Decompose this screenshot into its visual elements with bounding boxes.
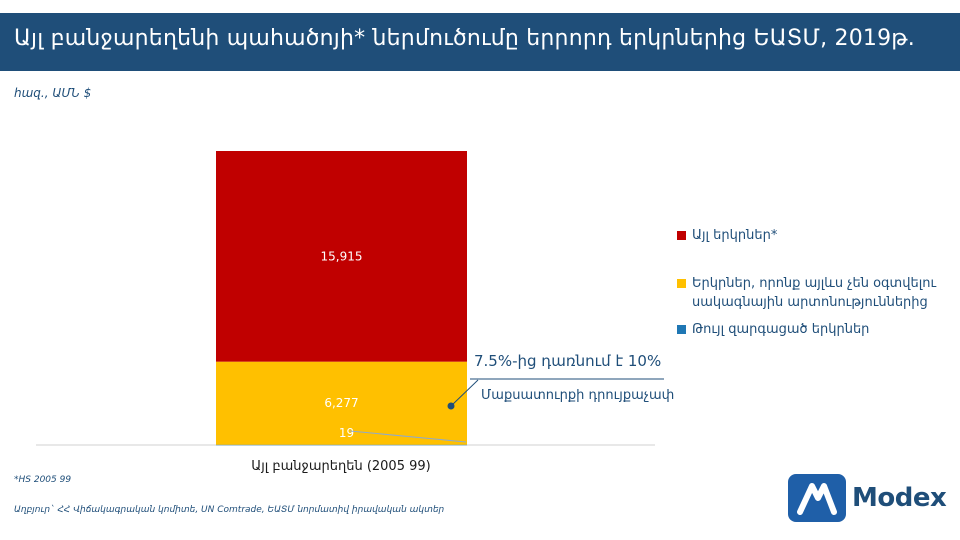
source-note: Աղբյուր` ՀՀ Վիճակագրական կոմիտե, UN Comt… (14, 505, 445, 515)
legend-item-losing-preferences: Երկրներ, որոնք այլևս չեն օգտվելու սակագն… (677, 274, 952, 312)
legend-label: Այլ երկրներ* (692, 228, 778, 243)
legend-swatch-red (677, 231, 686, 240)
x-tick-label: Այլ բանջարեղեն (2005 99) (251, 459, 430, 474)
modex-logo-icon (788, 474, 846, 522)
data-label: 19 (339, 426, 354, 440)
legend-swatch-yellow (677, 279, 686, 288)
bar-segment (216, 151, 467, 362)
footnote: *HS 2005 99 (14, 475, 72, 485)
legend-item-least-developed: Թույլ զարգացած երկրներ (677, 320, 952, 339)
data-label: 15,915 (321, 249, 363, 263)
data-label: 6,277 (324, 396, 358, 410)
bar-segment (216, 444, 467, 446)
legend-label: Երկրներ, որոնք այլևս չեն օգտվելու սակագն… (692, 276, 937, 310)
modex-logo: Modex (788, 474, 947, 522)
legend-item-other-countries: Այլ երկրներ* (677, 226, 952, 245)
legend-swatch-blue (677, 325, 686, 334)
annotation-marker (447, 402, 455, 410)
unit-label: հազ., ԱՄՆ $ (14, 86, 92, 100)
annotation-headline: 7.5%-ից դառնում է 10% (474, 352, 661, 370)
legend-label: Թույլ զարգացած երկրներ (692, 322, 870, 337)
bar-label-group: 19 6,277 15,915 (321, 249, 363, 440)
bar-segment (216, 361, 467, 445)
modex-logo-text: Modex (852, 483, 947, 513)
title-bar: Այլ բանջարեղենի պահածոյի* ներմուծումը եր… (0, 13, 960, 71)
annotation-leader (450, 379, 479, 407)
page-title: Այլ բանջարեղենի պահածոյի* ներմուծումը եր… (14, 26, 915, 51)
annotation-subtext: Մաքսատուրքի դրույքաչափ (481, 388, 674, 403)
bar-group (216, 151, 467, 446)
annotation-leader-small (349, 430, 467, 443)
